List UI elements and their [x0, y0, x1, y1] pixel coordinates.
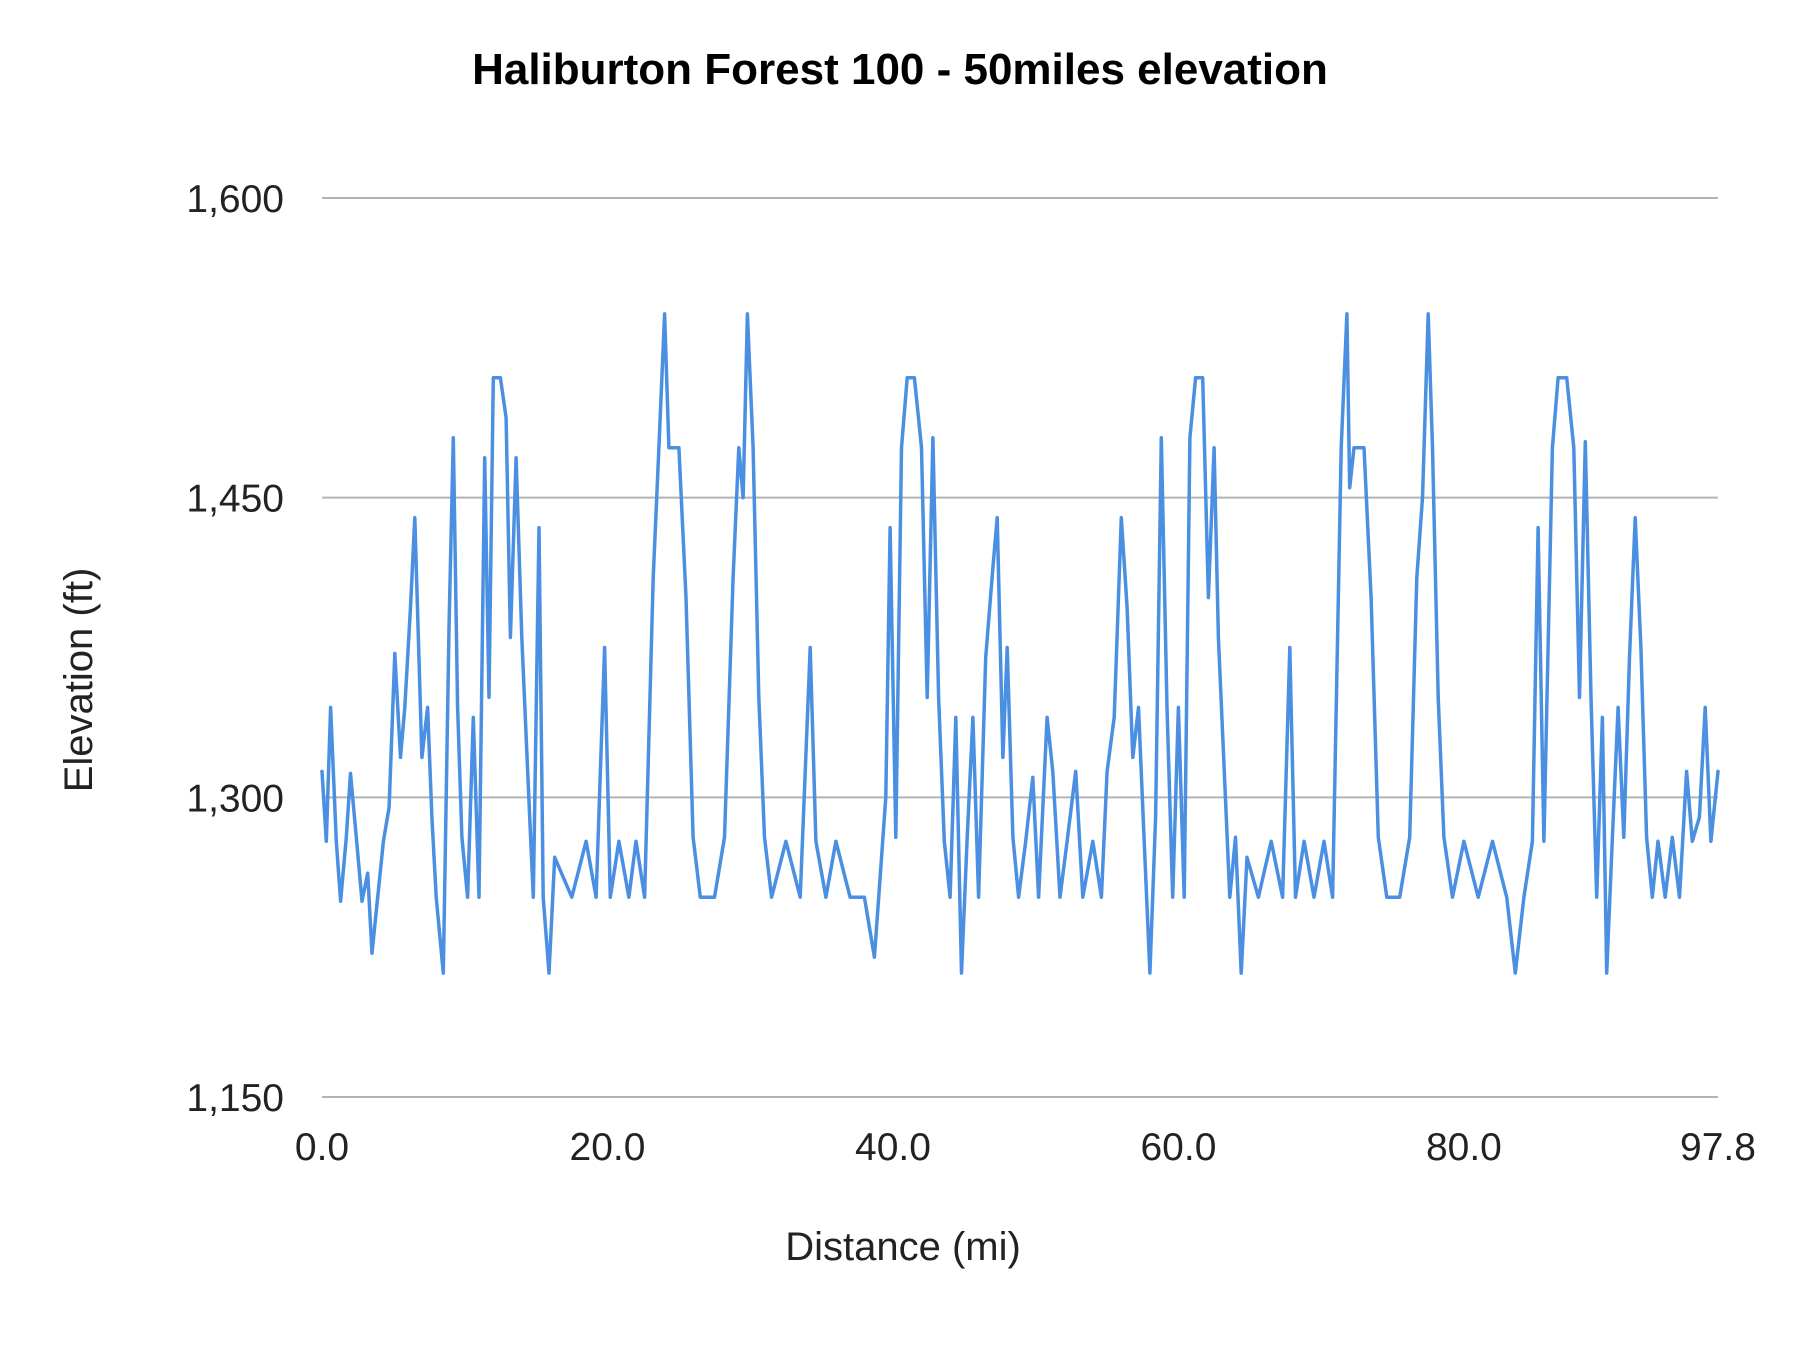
x-axis-ticks: 0.0 20.0 40.0 60.0 80.0 97.8: [295, 1126, 1756, 1169]
gridlines: [322, 197, 1718, 1098]
x-tick-label: 80.0: [1426, 1126, 1502, 1169]
y-tick-label: 1,150: [186, 1077, 284, 1120]
x-tick-label: 60.0: [1140, 1126, 1216, 1169]
chart-title: Haliburton Forest 100 - 50miles elevatio…: [472, 45, 1328, 94]
x-tick-label: 0.0: [295, 1126, 349, 1169]
x-tick-label: 40.0: [855, 1126, 931, 1169]
x-tick-label: 97.8: [1680, 1126, 1756, 1169]
y-axis-ticks: 1,150 1,300 1,450 1,600: [186, 178, 284, 1120]
y-tick-label: 1,450: [186, 478, 284, 521]
y-axis-title: Elevation (ft): [57, 568, 101, 793]
y-tick-label: 1,600: [186, 178, 284, 221]
elevation-series-line: [320, 312, 1720, 975]
x-axis-title: Distance (mi): [785, 1225, 1021, 1269]
series-layer: [320, 312, 1720, 975]
y-tick-label: 1,300: [186, 777, 284, 820]
x-tick-label: 20.0: [570, 1126, 646, 1169]
